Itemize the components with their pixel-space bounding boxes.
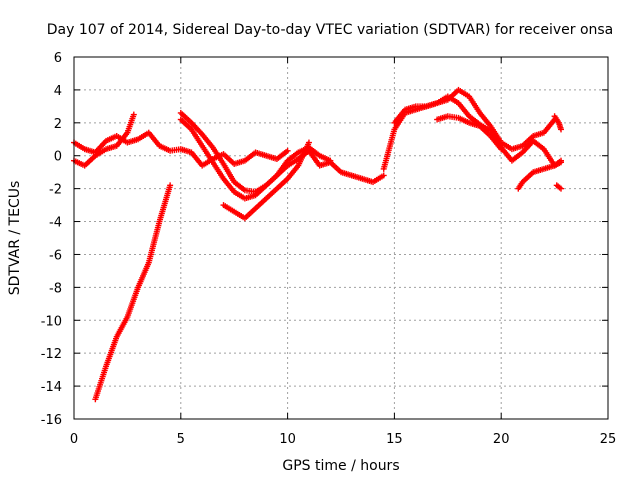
series-track-11 bbox=[551, 113, 565, 133]
data-point bbox=[130, 111, 137, 118]
data-point bbox=[305, 139, 312, 146]
chart-title: Day 107 of 2014, Sidereal Day-to-day VTE… bbox=[47, 22, 614, 38]
y-tick-label: 0 bbox=[54, 150, 62, 165]
y-tick-label: 6 bbox=[54, 51, 62, 66]
y-tick-label: -14 bbox=[41, 380, 62, 395]
data-point bbox=[558, 126, 565, 133]
series-track-3 bbox=[92, 182, 174, 403]
series-track-10 bbox=[515, 159, 565, 192]
x-tick-label: 15 bbox=[386, 432, 403, 447]
axis-ticks bbox=[73, 56, 609, 420]
x-tick-label: 10 bbox=[279, 432, 296, 447]
x-tick-label: 25 bbox=[600, 432, 617, 447]
x-axis-label: GPS time / hours bbox=[282, 458, 399, 474]
x-tick-label: 5 bbox=[177, 432, 185, 447]
y-tick-label: -4 bbox=[49, 216, 62, 231]
data-point bbox=[558, 185, 565, 192]
y-tick-label: -16 bbox=[41, 413, 62, 428]
data-point bbox=[284, 147, 291, 154]
y-tick-label: -6 bbox=[49, 248, 62, 263]
x-tick-label: 20 bbox=[493, 432, 510, 447]
series-track-6 bbox=[220, 139, 312, 222]
y-tick-label: -2 bbox=[49, 183, 62, 198]
y-tick-label: -12 bbox=[41, 347, 62, 362]
data-point bbox=[498, 146, 505, 153]
y-tick-labels: -16 -14 -12 -10 -8 -6 -4 -2 0 2 4 6 bbox=[41, 51, 62, 428]
y-axis-label: SDTVAR / TECUs bbox=[7, 181, 23, 296]
plot-frame bbox=[73, 56, 609, 420]
data-point bbox=[167, 182, 174, 189]
data-marks bbox=[71, 86, 565, 403]
x-tick-label: 0 bbox=[70, 432, 78, 447]
data-point bbox=[327, 157, 334, 164]
series-track-2 bbox=[71, 111, 137, 169]
data-point bbox=[558, 159, 565, 166]
series-track-5 bbox=[177, 116, 334, 202]
x-tick-labels: 0 5 10 15 20 25 bbox=[70, 432, 616, 447]
y-tick-label: 2 bbox=[54, 117, 62, 132]
data-point bbox=[380, 172, 387, 179]
series-track-12 bbox=[553, 182, 565, 192]
y-tick-label: -8 bbox=[49, 281, 62, 296]
y-tick-label: 4 bbox=[54, 84, 62, 99]
series-track-9 bbox=[434, 113, 505, 153]
y-tick-label: -10 bbox=[41, 314, 62, 329]
